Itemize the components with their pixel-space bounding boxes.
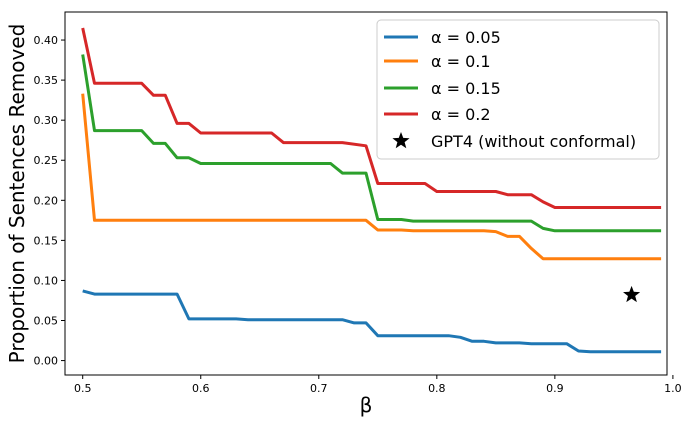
x-tick-label: 1.0 (664, 382, 682, 395)
legend: α = 0.05 α = 0.1 α = 0.15 α = 0.2 GPT4 (with… (376, 19, 660, 160)
y-tick-label: 0.25 (34, 154, 59, 167)
y-axis-ticks: 0.00 0.05 0.10 0.15 0.20 0.25 0.30 0.35 0.40 (34, 34, 65, 368)
x-axis-label: β (360, 393, 373, 417)
y-tick-label: 0.20 (34, 194, 59, 207)
y-axis-label: Proportion of Sentences Removed (5, 24, 29, 364)
legend-label: α = 0.05 (431, 28, 501, 47)
y-tick-label: 0.00 (34, 355, 59, 368)
x-tick-label: 0.9 (546, 382, 564, 395)
series-layer (81, 27, 662, 354)
y-tick-label: 0.30 (34, 114, 59, 127)
series-line (82, 289, 662, 354)
legend-label: GPT4 (without conformal) (431, 132, 636, 151)
x-axis-ticks: 0.5 0.6 0.7 0.8 0.9 1.0 (74, 375, 682, 395)
legend-label: α = 0.2 (431, 105, 491, 124)
legend-label: α = 0.15 (431, 79, 501, 98)
legend-label: α = 0.1 (431, 52, 491, 71)
plot-area-frame (64, 11, 668, 376)
legend-star-marker (392, 132, 410, 149)
y-tick-label: 0.15 (34, 234, 59, 247)
series-line (81, 27, 662, 209)
x-tick-label: 0.5 (74, 382, 92, 395)
x-tick-label: 0.7 (310, 382, 328, 395)
x-tick-label: 0.8 (428, 382, 446, 395)
y-tick-label: 0.40 (34, 34, 59, 47)
series-line (81, 54, 662, 233)
legend-box (376, 19, 660, 160)
y-tick-label: 0.10 (34, 274, 59, 287)
gpt4-star-point (623, 285, 641, 303)
x-tick-label: 0.6 (192, 382, 210, 395)
y-tick-label: 0.05 (34, 315, 59, 328)
points-layer (623, 285, 641, 303)
series-line (81, 93, 662, 261)
axes-frame (64, 11, 668, 376)
y-tick-label: 0.35 (34, 74, 59, 87)
